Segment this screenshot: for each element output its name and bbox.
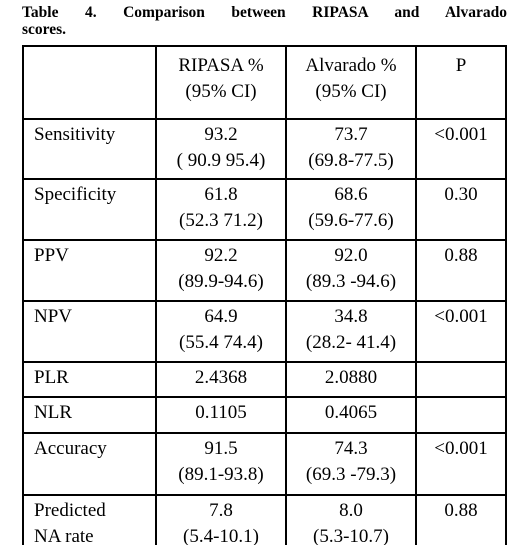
cell-line: 7.8 [209,500,233,521]
cell-line: 2.4368 [194,367,248,388]
cell-line: 61.8 [204,184,238,205]
cell-line: (5.4-10.1) [183,526,259,545]
cell: 0.88 [415,239,507,302]
cell-line: 92.2 [204,245,238,266]
cell-line: NA rate [34,526,94,545]
cell-line: (89.3 -94.6) [305,271,397,292]
cell-line: 73.7 [334,124,368,145]
row-label: NPV [22,300,157,363]
table-row: PPV 92.2 (89.9-94.6) 92.0 (89.3 -94.6) 0.88 [22,239,507,302]
cell-line: Specificity [34,184,117,205]
cell-line: (89.9-94.6) [178,271,264,292]
row-label: Specificity [22,178,157,241]
cell-line: Predicted [34,500,106,521]
row-label: Sensitivity [22,118,157,180]
cell-line: 0.1105 [195,402,247,423]
cell: 34.8 (28.2- 41.4) [285,300,417,363]
cell: 93.2 ( 90.9 95.4) [155,118,287,180]
table-row: Sensitivity 93.2 ( 90.9 95.4) 73.7 (69.8-77.… [22,118,507,180]
cell-line: (69.8-77.5) [308,150,394,171]
cell-line: NPV [34,306,73,327]
cell-line: (52.3 71.2) [179,210,263,231]
row-label: PLR [22,361,157,398]
row-label: Accuracy [22,432,157,496]
table-row: Accuracy 91.5 (89.1-93.8) 74.3 (69.3 -79.3) <… [22,432,507,496]
cell-line: (28.2- 41.4) [305,332,397,353]
cell-line: Accuracy [34,438,107,459]
cell: RIPASA % (95% CI) [155,45,287,120]
cell-line: (55.4 74.4) [179,332,263,353]
cell: <0.001 [415,432,507,496]
cell: 2.4368 [155,361,287,398]
cell: 7.8 (5.4-10.1) [155,494,287,545]
cell-line: 68.6 [334,184,368,205]
cell: 0.4065 [285,396,417,434]
cell-line: <0.001 [434,438,488,459]
cell-line: 2.0880 [324,367,378,388]
table-row: Specificity 61.8 (52.3 71.2) 68.6 (59.6-77.6… [22,178,507,241]
cell-line: 34.8 [334,306,368,327]
row-label: PPV [22,239,157,302]
cell: 73.7 (69.8-77.5) [285,118,417,180]
cell: Alvarado % (95% CI) [285,45,417,120]
cell-line: P [455,55,467,76]
cell-line: NLR [34,402,72,423]
header-row: RIPASA % (95% CI) Alvarado % (95% CI) P [22,45,507,120]
cell-line: (95% CI) [185,81,257,102]
cell-line: 0.88 [444,245,478,266]
cell: P [415,45,507,120]
cell-line: 92.0 [334,245,368,266]
cell: 0.88 [415,494,507,545]
cell: 2.0880 [285,361,417,398]
cell-line: Alvarado % [305,55,397,76]
cell-line: Sensitivity [34,124,116,145]
cell: 61.8 (52.3 71.2) [155,178,287,241]
cell: 0.30 [415,178,507,241]
cell-line: PPV [34,245,69,266]
cell [415,396,507,434]
table-row: PLR 2.4368 2.0880 [22,361,507,398]
table-row: Predicted NA rate 7.8 (5.4-10.1) 8.0 (5.3-10.… [22,494,507,545]
cell: 0.1105 [155,396,287,434]
cell-line: (89.1-93.8) [178,464,264,485]
cell-line: 64.9 [204,306,238,327]
cell: 64.9 (55.4 74.4) [155,300,287,363]
cell: 74.3 (69.3 -79.3) [285,432,417,496]
cell: 91.5 (89.1-93.8) [155,432,287,496]
table-row: NLR 0.1105 0.4065 [22,396,507,434]
cell-line: PLR [34,367,69,388]
row-label [22,45,157,120]
cell-line: (95% CI) [315,81,387,102]
cell-line: 0.88 [444,500,478,521]
cell-line: 91.5 [204,438,238,459]
caption-line: Table 4. Comparison between RIPASA and A… [22,4,507,21]
cell-line: 74.3 [334,438,368,459]
table-row: NPV 64.9 (55.4 74.4) 34.8 (28.2- 41.4) <0.001 [22,300,507,363]
cell [415,361,507,398]
table: RIPASA % (95% CI) Alvarado % (95% CI) P Sensi… [22,45,507,545]
row-label: NLR [22,396,157,434]
cell: 92.0 (89.3 -94.6) [285,239,417,302]
row-label: Predicted NA rate [22,494,157,545]
cell-line: (59.6-77.6) [308,210,394,231]
cell: 8.0 (5.3-10.7) [285,494,417,545]
cell-line: <0.001 [434,124,488,145]
cell-line: 0.30 [444,184,478,205]
cell: <0.001 [415,300,507,363]
cell-line: <0.001 [434,306,488,327]
cell-line: 8.0 [339,500,363,521]
cell: <0.001 [415,118,507,180]
cell-line: ( 90.9 95.4) [176,150,266,171]
cell-line: 0.4065 [324,402,378,423]
caption: Table 4. Comparison between RIPASA and A… [22,4,507,38]
cell: 92.2 (89.9-94.6) [155,239,287,302]
cell: 68.6 (59.6-77.6) [285,178,417,241]
cell-line: (5.3-10.7) [313,526,389,545]
cell-line: 93.2 [204,124,238,145]
cell-line: (69.3 -79.3) [305,464,397,485]
caption-line: scores. [22,21,67,38]
cell-line: RIPASA % [178,55,264,76]
